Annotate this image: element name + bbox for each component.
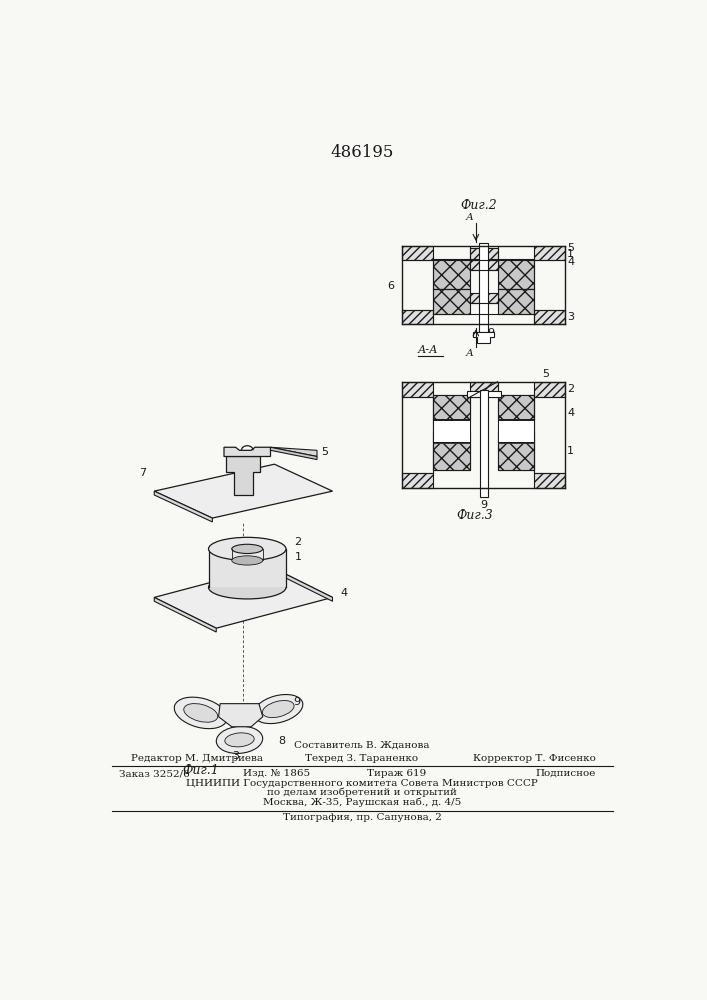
- Polygon shape: [271, 447, 317, 456]
- Text: Изд. № 1865: Изд. № 1865: [243, 769, 310, 778]
- Text: 9: 9: [488, 328, 495, 338]
- Polygon shape: [271, 447, 317, 460]
- Ellipse shape: [209, 576, 286, 599]
- Polygon shape: [154, 567, 332, 628]
- Bar: [469, 382, 498, 397]
- Polygon shape: [154, 597, 216, 632]
- Polygon shape: [271, 567, 332, 601]
- Text: Составитель В. Жданова: Составитель В. Жданова: [294, 741, 430, 750]
- Text: по делам изобретений и открытий: по делам изобретений и открытий: [267, 788, 457, 797]
- Bar: [433, 395, 469, 470]
- Ellipse shape: [225, 733, 255, 747]
- Text: 5: 5: [321, 447, 328, 457]
- Bar: [433, 259, 469, 289]
- Text: 6: 6: [387, 281, 395, 291]
- Ellipse shape: [174, 697, 227, 729]
- Bar: [402, 382, 433, 397]
- Bar: [498, 259, 534, 289]
- Bar: [467, 391, 501, 397]
- Text: Подписное: Подписное: [536, 769, 596, 778]
- Text: 9: 9: [480, 500, 487, 510]
- Text: 3: 3: [567, 312, 574, 322]
- Ellipse shape: [216, 726, 263, 753]
- Ellipse shape: [184, 704, 218, 722]
- Text: 4: 4: [567, 408, 575, 418]
- Bar: [498, 289, 534, 314]
- Bar: [534, 246, 565, 260]
- Text: 1: 1: [296, 552, 303, 562]
- Text: 5: 5: [567, 243, 574, 253]
- Bar: [209, 549, 286, 587]
- Text: А-А: А-А: [418, 345, 438, 355]
- Text: Фиг.2: Фиг.2: [460, 199, 497, 212]
- Text: А: А: [466, 213, 474, 222]
- Bar: [469, 260, 498, 270]
- Bar: [433, 432, 469, 470]
- Bar: [433, 420, 469, 443]
- Ellipse shape: [232, 544, 263, 554]
- Bar: [498, 420, 534, 443]
- Bar: [498, 420, 534, 443]
- Text: ЦНИИПИ Государственного комитета Совета Министров СССР: ЦНИИПИ Государственного комитета Совета …: [186, 779, 538, 788]
- Text: Редактор М. Дмитриева: Редактор М. Дмитриева: [131, 754, 263, 763]
- Bar: [480, 389, 488, 497]
- Bar: [469, 293, 498, 303]
- Text: Корректор Т. Фисенко: Корректор Т. Фисенко: [473, 754, 596, 763]
- Bar: [479, 243, 489, 332]
- Text: А: А: [466, 349, 474, 358]
- Ellipse shape: [209, 537, 286, 560]
- Ellipse shape: [262, 701, 294, 718]
- Bar: [402, 473, 433, 488]
- Ellipse shape: [254, 695, 303, 724]
- Bar: [469, 248, 498, 259]
- Polygon shape: [154, 491, 212, 522]
- Text: 4: 4: [340, 588, 347, 598]
- Text: 1: 1: [567, 249, 574, 259]
- Text: 8: 8: [279, 736, 286, 746]
- Polygon shape: [226, 456, 260, 495]
- Ellipse shape: [232, 556, 263, 565]
- Text: 7: 7: [139, 468, 146, 478]
- Text: Москва, Ж-35, Раушская наб., д. 4/5: Москва, Ж-35, Раушская наб., д. 4/5: [263, 797, 461, 807]
- Text: 4: 4: [567, 257, 575, 267]
- Text: 1: 1: [567, 446, 574, 456]
- Text: 486195: 486195: [330, 144, 394, 161]
- Polygon shape: [224, 447, 271, 456]
- Bar: [402, 246, 433, 260]
- Polygon shape: [154, 464, 332, 518]
- Bar: [433, 419, 469, 442]
- Bar: [498, 395, 534, 470]
- Polygon shape: [218, 704, 263, 727]
- Bar: [534, 382, 565, 397]
- Bar: [433, 420, 469, 443]
- Text: 5: 5: [542, 369, 549, 379]
- Bar: [498, 432, 534, 470]
- Text: Типография, пр. Сапунова, 2: Типография, пр. Сапунова, 2: [283, 813, 441, 822]
- Text: Заказ 3252/6: Заказ 3252/6: [119, 769, 190, 778]
- Polygon shape: [473, 332, 494, 343]
- Text: 2: 2: [293, 537, 301, 547]
- Bar: [534, 473, 565, 488]
- Text: Техред З. Тараненко: Техред З. Тараненко: [305, 754, 419, 763]
- Text: 9: 9: [293, 697, 301, 707]
- Text: 2: 2: [567, 384, 575, 394]
- Text: Фиг.1: Фиг.1: [182, 764, 219, 778]
- Text: Фиг.3: Фиг.3: [457, 509, 493, 522]
- Text: 6: 6: [271, 475, 278, 485]
- Bar: [433, 289, 469, 314]
- Bar: [433, 395, 469, 420]
- Text: 3: 3: [232, 751, 239, 761]
- Bar: [498, 395, 534, 420]
- Text: Тираж 619: Тираж 619: [368, 769, 426, 778]
- Bar: [498, 419, 534, 442]
- Bar: [402, 310, 433, 324]
- Bar: [534, 310, 565, 324]
